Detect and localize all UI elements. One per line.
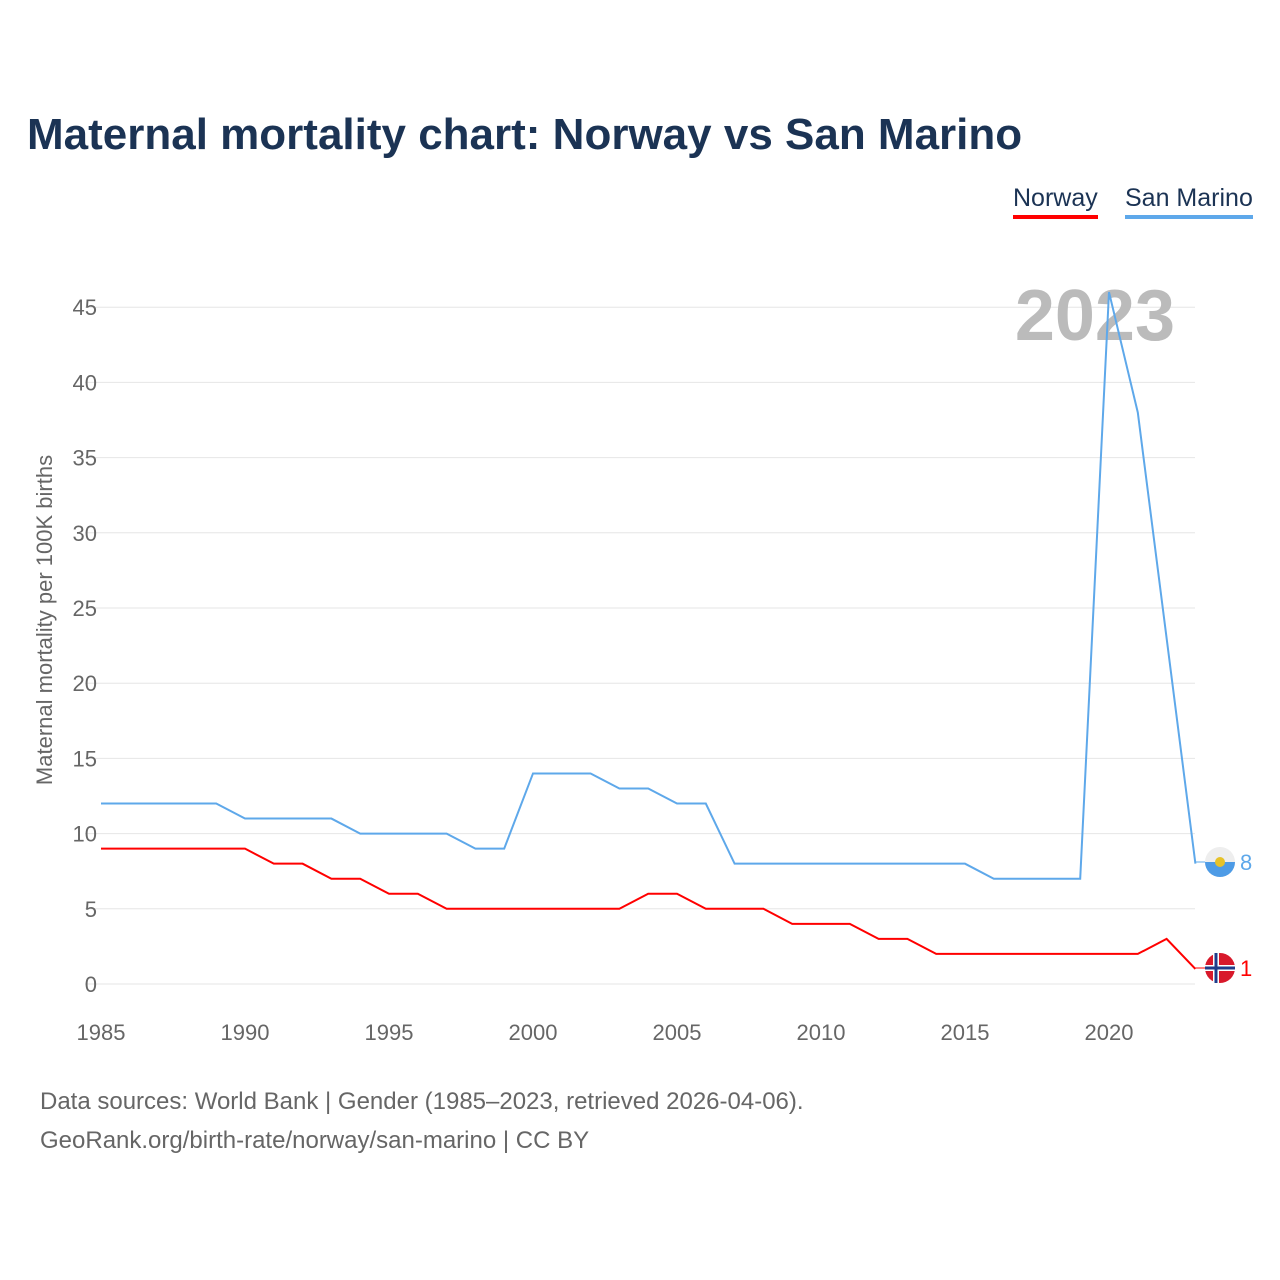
x-tick-label: 2010	[797, 1020, 846, 1045]
series-line-san-marino	[101, 291, 1197, 880]
x-tick-label: 2015	[941, 1020, 990, 1045]
y-tick-label: 25	[73, 596, 97, 621]
x-tick-label: 1995	[365, 1020, 414, 1045]
x-tick-label: 2000	[509, 1020, 558, 1045]
end-value-label: 1	[1240, 956, 1252, 981]
y-tick-label: 20	[73, 671, 97, 696]
y-tick-label: 30	[73, 521, 97, 546]
legend-norway[interactable]: Norway	[1013, 184, 1098, 219]
y-tick-label: 15	[73, 746, 97, 771]
y-axis-label: Maternal mortality per 100K births	[32, 455, 57, 785]
y-tick-label: 0	[85, 972, 97, 997]
source-link[interactable]: GeoRank.org/birth-rate/norway/san-marino…	[40, 1127, 590, 1154]
y-tick-label: 40	[73, 370, 97, 395]
x-tick-label: 1985	[77, 1020, 126, 1045]
x-tick-label: 2005	[653, 1020, 702, 1045]
y-tick-label: 5	[85, 897, 97, 922]
y-tick-label: 10	[73, 822, 97, 847]
legend-san-marino[interactable]: San Marino	[1125, 184, 1253, 219]
end-value-label: 8	[1240, 850, 1252, 875]
year-label: 2023	[1015, 276, 1175, 356]
chart-title: Maternal mortality chart: Norway vs San …	[27, 110, 1023, 159]
x-tick-label: 1990	[221, 1020, 270, 1045]
y-tick-label: 35	[73, 446, 97, 471]
x-tick-label: 2020	[1085, 1020, 1134, 1045]
series-line-norway	[101, 847, 1197, 970]
y-tick-label: 45	[73, 295, 97, 320]
source-note: Data sources: World Bank | Gender (1985–…	[40, 1088, 804, 1115]
